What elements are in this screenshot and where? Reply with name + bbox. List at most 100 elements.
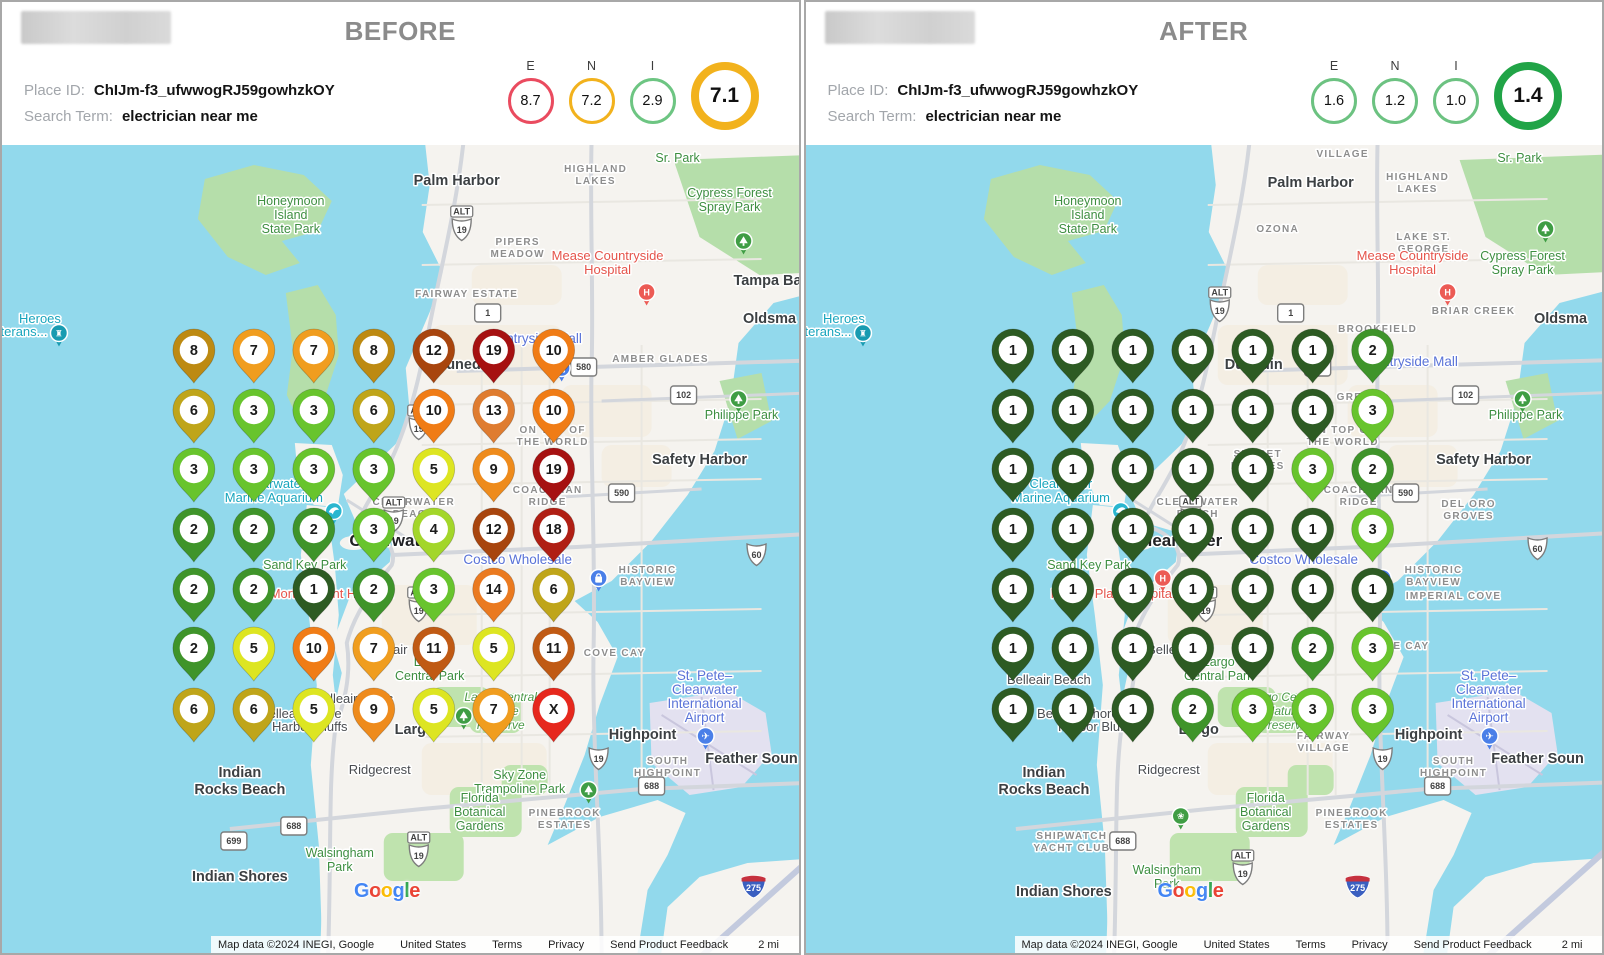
- attribution-link[interactable]: Send Product Feedback: [1413, 938, 1532, 951]
- rank-pin[interactable]: 9: [352, 687, 396, 743]
- rank-pin[interactable]: 10: [412, 388, 456, 444]
- attribution-link[interactable]: Send Product Feedback: [610, 938, 729, 951]
- rook-poi-icon[interactable]: ♜: [853, 323, 872, 347]
- plane-poi-icon[interactable]: ✈: [1479, 726, 1499, 750]
- rank-pin[interactable]: 3: [1350, 626, 1394, 682]
- tree-poi-icon[interactable]: [454, 706, 473, 730]
- mall-poi-icon[interactable]: [589, 568, 608, 592]
- rank-pin[interactable]: 1: [1290, 567, 1334, 623]
- google-logo[interactable]: Google: [1157, 880, 1224, 902]
- rank-pin[interactable]: X: [532, 687, 576, 743]
- flower-poi-icon[interactable]: ❀: [1171, 806, 1190, 830]
- tree-poi-icon[interactable]: [1512, 389, 1532, 413]
- rank-pin[interactable]: 8: [172, 328, 216, 384]
- rank-pin[interactable]: 14: [472, 567, 516, 623]
- rank-pin[interactable]: 2: [1350, 447, 1394, 503]
- rank-pin[interactable]: 1: [1050, 388, 1094, 444]
- rank-pin[interactable]: 7: [292, 328, 336, 384]
- rank-pin[interactable]: 1: [1050, 687, 1094, 743]
- rank-pin[interactable]: 1: [1170, 447, 1214, 503]
- rank-pin[interactable]: 10: [292, 626, 336, 682]
- rank-pin[interactable]: 5: [472, 626, 516, 682]
- map-after[interactable]: Heroes terans... VILLAGE Palm Harbor HIGHLAN…: [805, 145, 1602, 953]
- rank-pin[interactable]: 2: [1350, 328, 1394, 384]
- rank-pin[interactable]: 18: [532, 507, 576, 563]
- rank-pin[interactable]: 2: [232, 507, 276, 563]
- rank-pin[interactable]: 2: [172, 567, 216, 623]
- rank-pin[interactable]: 1: [1110, 447, 1154, 503]
- rank-pin[interactable]: 5: [412, 687, 456, 743]
- rank-pin[interactable]: 1: [1050, 328, 1094, 384]
- rank-pin[interactable]: 13: [472, 388, 516, 444]
- rank-pin[interactable]: 2: [172, 626, 216, 682]
- hospital-poi-icon[interactable]: H: [1153, 568, 1172, 592]
- rank-pin[interactable]: 1: [990, 328, 1034, 384]
- rank-pin[interactable]: 2: [1170, 687, 1214, 743]
- rank-pin[interactable]: 1: [990, 507, 1034, 563]
- rank-pin[interactable]: 3: [172, 447, 216, 503]
- rank-pin[interactable]: 2: [172, 507, 216, 563]
- rank-pin[interactable]: 1: [1170, 626, 1214, 682]
- tree-poi-icon[interactable]: [729, 389, 748, 413]
- rank-pin[interactable]: 3: [1350, 507, 1394, 563]
- rank-pin[interactable]: 5: [232, 626, 276, 682]
- rank-pin[interactable]: 5: [292, 687, 336, 743]
- rank-pin[interactable]: 1: [1290, 388, 1334, 444]
- rank-pin[interactable]: 1: [1050, 567, 1094, 623]
- rank-pin[interactable]: 1: [1170, 507, 1214, 563]
- rank-pin[interactable]: 2: [352, 567, 396, 623]
- rank-pin[interactable]: 3: [1350, 687, 1394, 743]
- rank-pin[interactable]: 3: [1290, 687, 1334, 743]
- rank-pin[interactable]: 1: [1230, 626, 1274, 682]
- rank-pin[interactable]: 19: [472, 328, 516, 384]
- plane-poi-icon[interactable]: ✈: [696, 726, 715, 750]
- rank-pin[interactable]: 19: [532, 447, 576, 503]
- rank-pin[interactable]: 5: [412, 447, 456, 503]
- rank-pin[interactable]: 6: [172, 687, 216, 743]
- rank-pin[interactable]: 1: [990, 687, 1034, 743]
- rank-pin[interactable]: 3: [1230, 687, 1274, 743]
- rank-pin[interactable]: 1: [1230, 388, 1274, 444]
- rank-pin[interactable]: 3: [352, 507, 396, 563]
- rank-pin[interactable]: 1: [1050, 626, 1094, 682]
- google-logo[interactable]: Google: [354, 880, 420, 902]
- rank-pin[interactable]: 10: [532, 328, 576, 384]
- rank-pin[interactable]: 1: [1230, 328, 1274, 384]
- rank-pin[interactable]: 1: [1110, 507, 1154, 563]
- rank-pin[interactable]: 1: [1050, 447, 1094, 503]
- attribution-link[interactable]: Privacy: [548, 938, 585, 951]
- rank-pin[interactable]: 1: [1170, 388, 1214, 444]
- tree-poi-icon[interactable]: [734, 231, 753, 255]
- rank-pin[interactable]: 3: [292, 388, 336, 444]
- rank-pin[interactable]: 3: [352, 447, 396, 503]
- rank-pin[interactable]: 3: [1350, 388, 1394, 444]
- rank-pin[interactable]: 1: [1050, 507, 1094, 563]
- rank-pin[interactable]: 1: [990, 447, 1034, 503]
- rank-pin[interactable]: 2: [232, 567, 276, 623]
- rank-pin[interactable]: 6: [352, 388, 396, 444]
- rank-pin[interactable]: 8: [352, 328, 396, 384]
- rank-pin[interactable]: 12: [472, 507, 516, 563]
- attribution-link[interactable]: Privacy: [1351, 938, 1388, 951]
- rank-pin[interactable]: 9: [472, 447, 516, 503]
- rank-pin[interactable]: 1: [1350, 567, 1394, 623]
- attribution-link[interactable]: United States: [1203, 938, 1270, 951]
- rank-pin[interactable]: 1: [1230, 507, 1274, 563]
- rank-pin[interactable]: 7: [472, 687, 516, 743]
- attribution-link[interactable]: United States: [400, 938, 467, 951]
- rank-pin[interactable]: 1: [1110, 687, 1154, 743]
- rank-pin[interactable]: 1: [1230, 567, 1274, 623]
- rank-pin[interactable]: 3: [232, 447, 276, 503]
- rank-pin[interactable]: 1: [1290, 507, 1334, 563]
- rank-pin[interactable]: 3: [292, 447, 336, 503]
- rank-pin[interactable]: 6: [532, 567, 576, 623]
- hospital-poi-icon[interactable]: H: [1437, 282, 1457, 306]
- rank-pin[interactable]: 1: [990, 567, 1034, 623]
- rank-pin[interactable]: 3: [1290, 447, 1334, 503]
- rank-pin[interactable]: 1: [990, 626, 1034, 682]
- rank-pin[interactable]: 6: [172, 388, 216, 444]
- rank-pin[interactable]: 10: [532, 388, 576, 444]
- rank-pin[interactable]: 1: [1230, 447, 1274, 503]
- rank-pin[interactable]: 1: [1290, 328, 1334, 384]
